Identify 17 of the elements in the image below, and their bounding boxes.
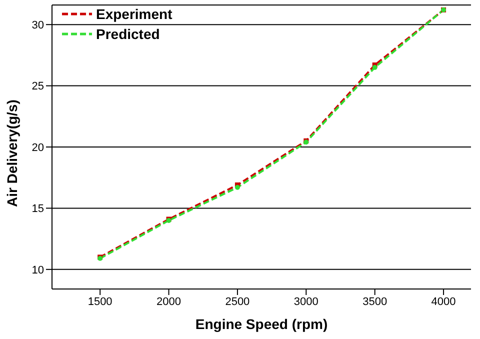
x-axis-title: Engine Speed (rpm) — [195, 316, 328, 332]
x-tick-label: 3500 — [362, 296, 388, 308]
y-tick-label: 10 — [32, 264, 44, 276]
y-tick-label: 25 — [32, 80, 44, 93]
x-tick-label: 2000 — [156, 296, 182, 308]
x-tick-label: 1500 — [88, 296, 112, 308]
point — [372, 64, 378, 70]
y-tick-label: 30 — [32, 19, 44, 32]
x-tick-label: 2500 — [225, 296, 250, 308]
x-tick-label: 3000 — [294, 296, 318, 308]
point — [234, 184, 240, 190]
y-tick-label: 15 — [32, 203, 44, 216]
y-tick-label: 20 — [32, 142, 44, 154]
y-axis-title: Air Delivery(g/s) — [4, 100, 20, 207]
x-tick-label: 4000 — [431, 296, 456, 308]
legend-label: Predicted — [96, 25, 160, 44]
legend-label: Experiment — [96, 5, 172, 24]
